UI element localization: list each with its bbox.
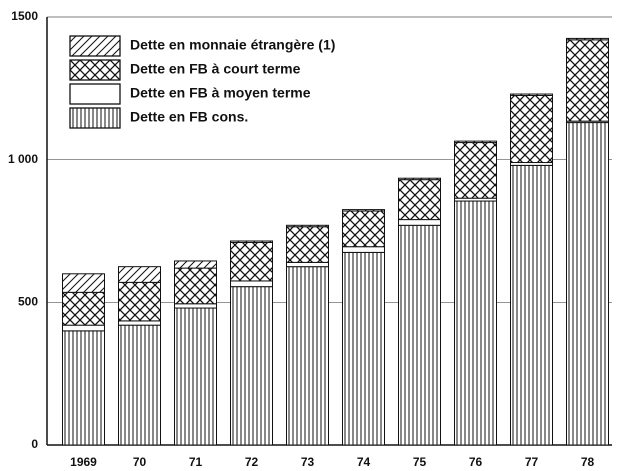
bar-segment [230, 241, 273, 282]
bar-segment [398, 177, 441, 181]
bar-segment [286, 266, 329, 446]
legend-swatch [69, 83, 121, 105]
bar-segment [118, 324, 161, 446]
bar-segment [118, 320, 161, 326]
y-tick-label: 1 000 [8, 152, 38, 166]
x-tick-label: 71 [189, 455, 203, 469]
x-tick-label: 75 [413, 455, 427, 469]
y-tick-label: 0 [31, 437, 38, 451]
y-tick-label: 1500 [11, 9, 38, 23]
legend-swatch [69, 59, 121, 81]
legend-swatch [69, 107, 121, 129]
x-tick-label: 1969 [70, 455, 97, 469]
bar-segment [510, 93, 553, 96]
y-tick-label: 500 [18, 295, 38, 309]
legend-swatch [69, 35, 121, 57]
bar-segment [230, 240, 273, 243]
bar-segment [342, 251, 385, 446]
bar-segment [118, 266, 161, 283]
bar-segment [286, 261, 329, 268]
bar-segment [342, 210, 385, 248]
bar-segment [174, 267, 217, 305]
x-tick-label: 73 [301, 455, 315, 469]
bar-segment [566, 39, 609, 122]
bar-segment [230, 286, 273, 446]
bar-segment [62, 324, 105, 332]
bar-segment [342, 209, 385, 212]
bar-segment [454, 142, 497, 199]
x-tick-label: 72 [245, 455, 259, 469]
x-tick-label: 77 [525, 455, 539, 469]
legend-label: Dette en FB cons. [130, 109, 248, 125]
bar-segment [398, 219, 441, 226]
legend-label: Dette en FB à moyen terme [130, 85, 311, 101]
bar-segment [230, 280, 273, 288]
bar-segment [174, 303, 217, 309]
x-tick-label: 78 [581, 455, 595, 469]
bar-segment [398, 179, 441, 221]
bar-segment [342, 246, 385, 253]
bar-segment [118, 281, 161, 322]
bar-segment [286, 224, 329, 228]
bar-segment [510, 164, 553, 446]
bar-segment [174, 307, 217, 446]
bar-segment [62, 291, 105, 326]
x-tick-label: 74 [357, 455, 371, 469]
bar-segment [566, 122, 609, 446]
legend-label: Dette en monnaie étrangère (1) [130, 37, 335, 53]
bar-segment [286, 226, 329, 263]
x-tick-label: 76 [469, 455, 483, 469]
bar-segment [62, 330, 105, 446]
x-tick-label: 70 [133, 455, 147, 469]
bar-segment [62, 273, 105, 293]
bar-segment [174, 260, 217, 269]
legend-label: Dette en FB à court terme [130, 61, 301, 77]
bar-segment [510, 94, 553, 164]
bar-segment [454, 200, 497, 446]
bar-segment [566, 37, 609, 41]
bar-segment [454, 140, 497, 144]
bar-segment [398, 224, 441, 446]
